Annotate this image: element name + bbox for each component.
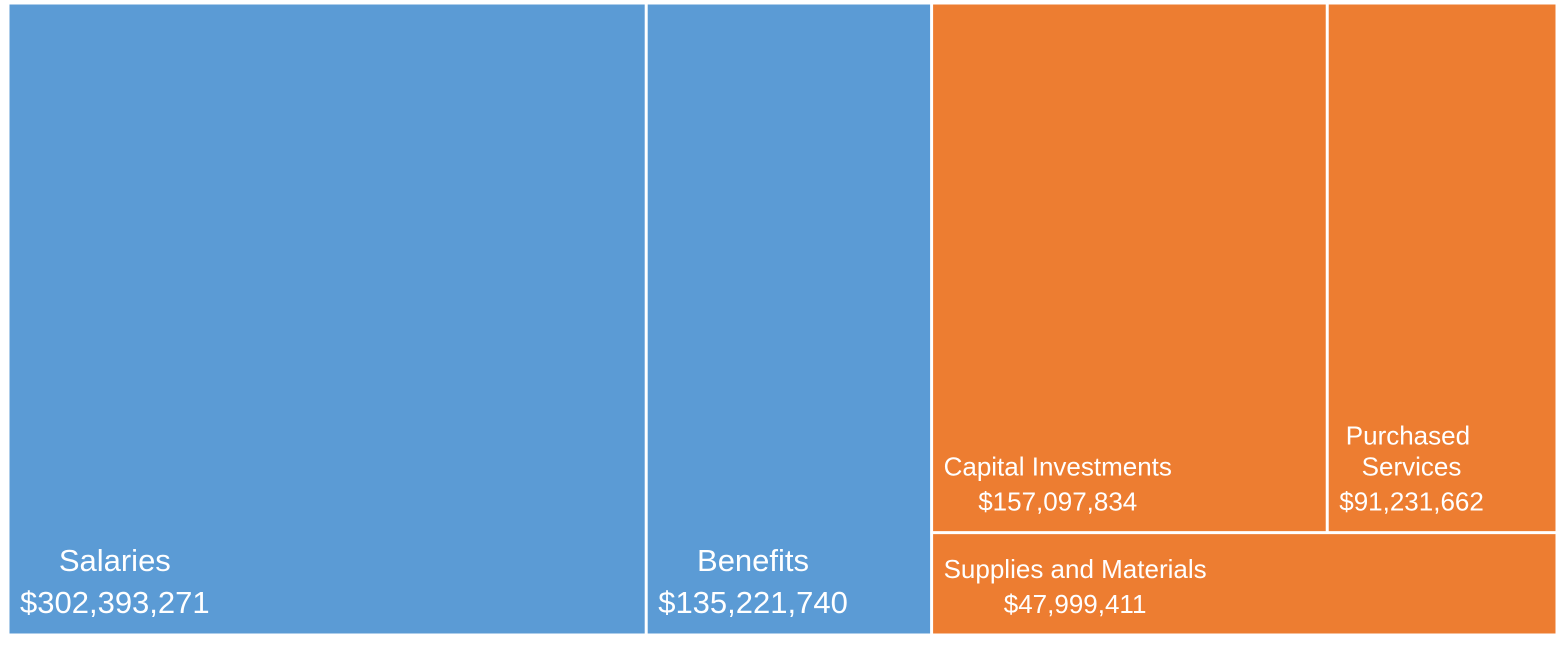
treemap-tile [933, 4, 1326, 532]
tile-value-label: $157,097,834 [978, 487, 1137, 517]
tile-label: Purchased Services [1346, 420, 1478, 481]
tile-label: Benefits [697, 543, 809, 578]
treemap-tile [933, 534, 1556, 634]
tile-label: Supplies and Materials [944, 554, 1207, 584]
treemap-tile [647, 4, 931, 634]
treemap-tile [9, 4, 645, 634]
tile-label: Capital Investments [944, 452, 1172, 482]
tile-label: Salaries [59, 543, 171, 578]
tile-value-label: $135,221,740 [658, 585, 848, 620]
tile-value-label: $91,231,662 [1339, 487, 1484, 517]
tile-value-label: $302,393,271 [20, 585, 210, 620]
tile-value-label: $47,999,411 [1004, 589, 1147, 619]
treemap-tile [1328, 4, 1556, 532]
